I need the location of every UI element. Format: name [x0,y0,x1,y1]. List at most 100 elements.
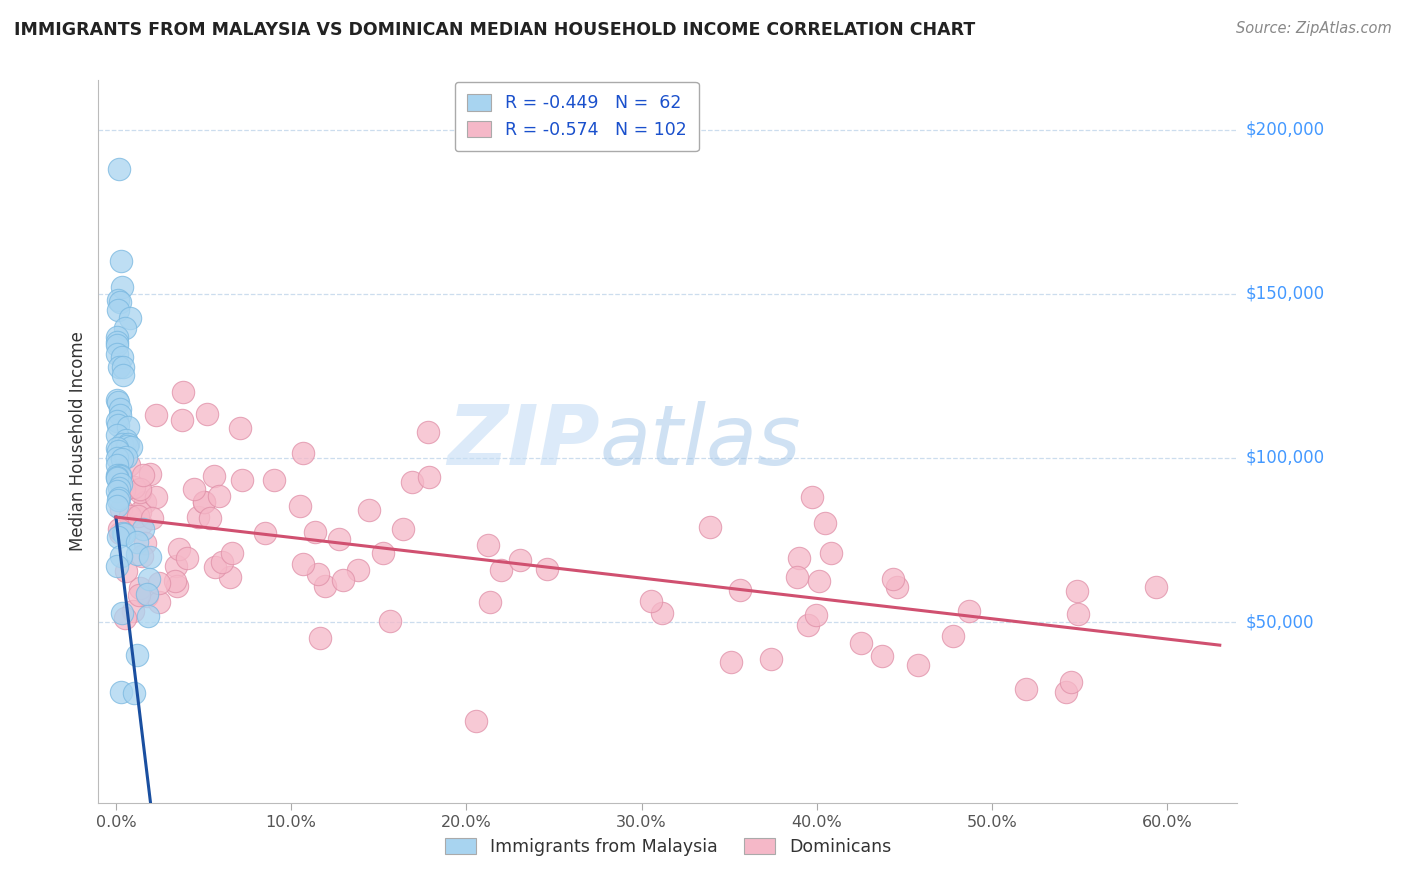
Point [720,656,742,670]
Text: $150,000: $150,000 [1246,285,1324,302]
Point [193,495,215,509]
Y-axis label: Median Household Income: Median Household Income [69,332,87,551]
Text: atlas: atlas [599,401,801,482]
Point [110,295,132,310]
Point [105,346,128,360]
Point [105,458,128,473]
Point [108,467,131,482]
Point [105,330,128,344]
Point [138,572,160,586]
Point [127,648,149,662]
Point [957,604,980,618]
Point [464,714,486,728]
Point [392,522,415,536]
Point [122,686,145,700]
Point [131,549,153,564]
Point [219,570,242,584]
Point [105,484,128,499]
Point [105,500,128,514]
Point [107,335,129,350]
Point [111,525,134,540]
Point [136,608,159,623]
Point [132,468,155,483]
Point [814,516,837,530]
Point [211,555,233,569]
Point [112,368,135,382]
Point [121,604,143,618]
Point [378,614,401,628]
Point [651,606,673,620]
Point [110,350,132,364]
Point [806,607,828,622]
Point [127,547,149,561]
Point [699,520,721,534]
Point [117,437,139,451]
Point [125,535,148,549]
Point [291,557,314,571]
Point [263,474,285,488]
Point [111,452,134,467]
Point [134,535,156,549]
Point [105,427,128,442]
Point [907,658,929,673]
Point [108,402,131,417]
Point [292,446,315,460]
Point [148,576,170,591]
Point [111,437,134,451]
Point [221,546,243,560]
Point [107,493,129,508]
Point [105,467,128,482]
Point [118,458,141,472]
Point [105,393,128,408]
Point [304,525,326,540]
Point [253,526,276,541]
Point [145,490,167,504]
Point [110,253,132,268]
Point [401,475,423,490]
Point [129,505,152,519]
Point [105,450,128,465]
Point [1060,674,1083,689]
Point [176,550,198,565]
Text: IMMIGRANTS FROM MALAYSIA VS DOMINICAN MEDIAN HOUSEHOLD INCOME CORRELATION CHART: IMMIGRANTS FROM MALAYSIA VS DOMINICAN ME… [14,21,976,38]
Point [136,589,159,603]
Point [195,407,218,421]
Point [110,477,132,491]
Text: ZIP: ZIP [447,401,599,482]
Point [204,560,226,574]
Point [187,509,209,524]
Point [183,482,205,496]
Point [108,359,131,374]
Point [105,414,128,428]
Point [114,611,136,625]
Point [107,491,129,505]
Point [115,450,138,464]
Point [1054,685,1077,699]
Point [107,293,129,307]
Point [477,538,499,552]
Point [112,483,135,497]
Point [111,280,134,294]
Point [105,558,128,573]
Point [127,508,149,523]
Point [122,480,145,494]
Point [1066,584,1088,599]
Point [759,652,782,666]
Point [131,516,153,531]
Text: $200,000: $200,000 [1246,120,1324,138]
Point [728,582,751,597]
Point [120,440,142,454]
Point [489,563,512,577]
Point [1015,682,1038,697]
Point [200,511,222,525]
Point [145,409,167,423]
Point [108,526,131,541]
Point [117,419,139,434]
Point [346,563,368,577]
Point [308,631,330,645]
Point [105,471,128,485]
Point [288,499,311,513]
Point [110,469,132,483]
Point [110,607,132,621]
Point [108,408,131,422]
